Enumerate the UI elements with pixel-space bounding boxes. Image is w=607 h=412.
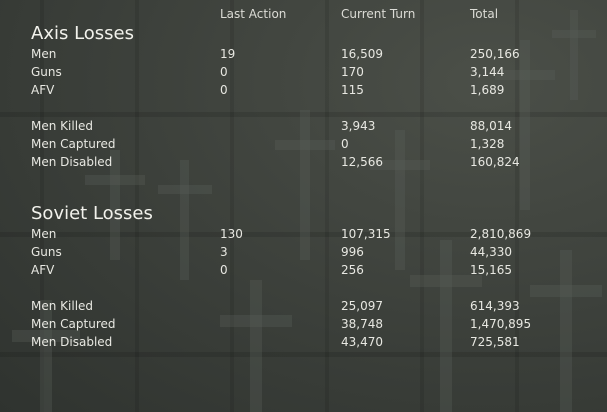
soviet-row-label: AFV [31,263,55,277]
axis-row-label: Men Disabled [31,155,113,169]
axis-guns-last: 0 [220,65,228,79]
soviet-men-current: 107,315 [341,227,391,241]
axis-guns-current: 170 [341,65,364,79]
axis-row-label: Men Killed [31,119,94,133]
axis-killed-current: 3,943 [341,119,376,133]
axis-men-current: 16,509 [341,47,383,61]
soviet-men-last: 130 [220,227,243,241]
axis-row-label: Men [31,47,57,61]
soviet-afv-last: 0 [220,263,228,277]
axis-row-label: AFV [31,83,55,97]
soviet-afv-current: 256 [341,263,364,277]
soviet-disabled-current: 43,470 [341,335,383,349]
header-current-turn: Current Turn [341,7,416,21]
axis-afv-current: 115 [341,83,364,97]
axis-captured-current: 0 [341,137,349,151]
axis-afv-total: 1,689 [470,83,505,97]
soviet-captured-current: 38,748 [341,317,383,331]
header-last-action: Last Action [220,7,287,21]
soviet-row-label: Men Captured [31,317,116,331]
soviet-killed-total: 614,393 [470,299,520,313]
axis-row-label: Men Captured [31,137,116,151]
soviet-losses-title: Soviet Losses [31,203,153,224]
soviet-captured-total: 1,470,895 [470,317,532,331]
soviet-guns-current: 996 [341,245,364,259]
axis-losses-title: Axis Losses [31,23,134,44]
soviet-row-label: Guns [31,245,62,259]
soviet-afv-total: 15,165 [470,263,512,277]
axis-guns-total: 3,144 [470,65,505,79]
soviet-guns-total: 44,330 [470,245,512,259]
soviet-row-label: Men [31,227,57,241]
soviet-row-label: Men Killed [31,299,94,313]
soviet-row-label: Men Disabled [31,335,113,349]
soviet-killed-current: 25,097 [341,299,383,313]
axis-captured-total: 1,328 [470,137,505,151]
axis-afv-last: 0 [220,83,228,97]
header-total: Total [470,7,499,21]
soviet-disabled-total: 725,581 [470,335,520,349]
axis-men-last: 19 [220,47,236,61]
soviet-guns-last: 3 [220,245,228,259]
soviet-men-total: 2,810,869 [470,227,532,241]
axis-men-total: 250,166 [470,47,520,61]
axis-row-label: Guns [31,65,62,79]
axis-disabled-current: 12,566 [341,155,383,169]
axis-killed-total: 88,014 [470,119,512,133]
axis-disabled-total: 160,824 [470,155,520,169]
